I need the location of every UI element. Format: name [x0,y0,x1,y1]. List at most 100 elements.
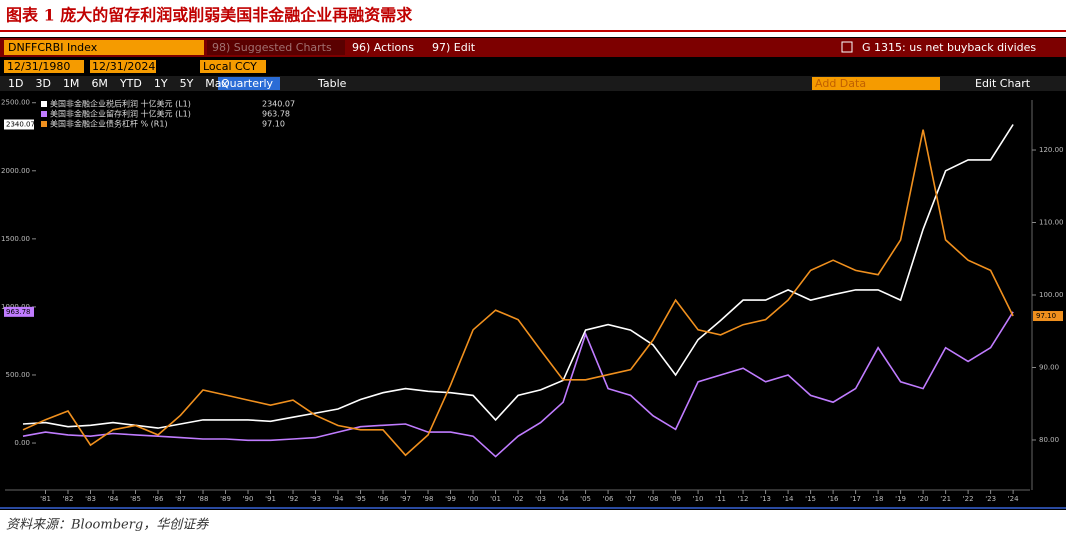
x-tick-label: '86 [153,495,164,503]
actions[interactable]: 96) Actions [352,41,414,54]
x-tick-label: '22 [963,495,974,503]
range-button[interactable]: 3D [35,77,50,90]
x-tick-label: '94 [333,495,344,503]
ticker-box[interactable] [4,40,204,55]
x-tick-label: '83 [85,495,96,503]
end-box[interactable] [90,60,156,73]
freq-box[interactable] [218,77,280,90]
start-date[interactable]: 12/31/1980 [7,60,70,73]
legend-swatch [41,121,47,127]
x-tick-label: '05 [580,495,591,503]
plot-area [5,100,1030,490]
x-tick-label: '88 [198,495,209,503]
x-tick-label: '93 [310,495,321,503]
y2-tick-label: 90.00 [1039,363,1059,371]
range-button[interactable]: YTD [119,77,142,90]
y2-tick-label: 80.00 [1039,436,1059,444]
ccy-box[interactable] [200,60,266,73]
x-tick-label: '13 [760,495,771,503]
x-tick-label: '14 [783,495,794,503]
x-tick-label: '18 [873,495,884,503]
currency[interactable]: Local CCY [203,60,257,73]
x-tick-label: '21 [940,495,951,503]
y-tick-label: 2500.00 [1,99,30,107]
y2-tick-label: 110.00 [1039,219,1064,227]
x-tick-label: '00 [468,495,479,503]
start-box[interactable] [4,60,84,73]
x-tick-label: '04 [558,495,569,503]
edit-chart[interactable]: Edit Chart [975,77,1031,90]
ticker[interactable]: DNFFCRBI Index [8,41,98,54]
y2-tick-label: 100.00 [1039,291,1064,299]
y2-tick-label: 120.00 [1039,146,1064,154]
x-tick-label: '98 [423,495,434,503]
last-value-box [1033,311,1063,322]
x-tick-label: '06 [603,495,614,503]
series-line [22,124,1014,429]
x-tick-label: '96 [378,495,389,503]
series-line [22,311,1014,458]
x-tick-label: '01 [490,495,501,503]
y-tick-label: 2000.00 [1,167,30,175]
x-tick-label: '89 [220,495,231,503]
x-tick-label: '16 [828,495,839,503]
frequency[interactable]: Quarterly [221,77,274,90]
suggested-box[interactable] [207,40,345,55]
x-tick-label: '85 [130,495,141,503]
x-tick-label: '97 [400,495,411,503]
x-tick-label: '07 [625,495,636,503]
legend-swatch [41,101,47,107]
y-tick-label: 500.00 [6,371,31,379]
x-tick-label: '91 [265,495,276,503]
x-tick-label: '90 [243,495,254,503]
x-tick-label: '81 [40,495,51,503]
x-tick-label: '19 [895,495,906,503]
y-tick-label: 0.00 [14,439,30,447]
x-tick-label: '24 [1008,495,1019,503]
range-button[interactable]: 6M [91,77,108,90]
last-value-label: 2340.07 [6,120,35,128]
edit[interactable]: 97) Edit [432,41,476,54]
x-tick-label: '08 [648,495,659,503]
x-tick-label: '23 [985,495,996,503]
range-button[interactable]: 1M [63,77,80,90]
series-line [22,129,1014,457]
range-button[interactable]: Max [205,77,228,90]
figure-title: 图表 1 庞大的留存利润或削弱美国非金融企业再融资需求 [6,6,413,25]
legend-swatch [41,111,47,117]
x-tick-label: '99 [445,495,456,503]
x-tick-label: '09 [670,495,681,503]
x-tick-label: '84 [108,495,119,503]
end-date[interactable]: 12/31/2024 [92,60,155,73]
x-tick-label: '82 [63,495,74,503]
x-tick-label: '12 [738,495,749,503]
x-tick-label: '87 [175,495,186,503]
legend-label: 美国非金融企业债务杠杆 % (R1) [50,119,168,129]
popout-icon[interactable] [841,41,853,53]
legend-value: 2340.07 [262,100,295,109]
source: 资料来源：Bloomberg，华创证券 [6,518,209,533]
legend-value: 963.78 [262,110,290,119]
x-tick-label: '95 [355,495,366,503]
range-button[interactable]: 1D [8,77,23,90]
x-tick-label: '15 [805,495,816,503]
legend-value: 97.10 [262,120,285,129]
x-tick-label: '17 [850,495,861,503]
range-button[interactable]: 5Y [180,77,194,90]
table[interactable]: Table [317,77,347,90]
last-value-box [4,119,34,130]
suggested[interactable]: 98) Suggested Charts [212,41,332,54]
x-tick-label: '92 [288,495,299,503]
add-data-box[interactable] [812,77,940,90]
last-value-label: 963.78 [6,308,31,316]
add-data[interactable]: Add Data [815,77,866,90]
x-tick-label: '11 [715,495,726,503]
x-tick-label: '02 [513,495,524,503]
y-tick-label: 1500.00 [1,235,30,243]
x-tick-label: '10 [693,495,704,503]
range-button[interactable]: 1Y [154,77,168,90]
last-value-label: 97.10 [1036,312,1056,320]
last-value-box [4,306,34,317]
x-tick-label: '20 [918,495,929,503]
